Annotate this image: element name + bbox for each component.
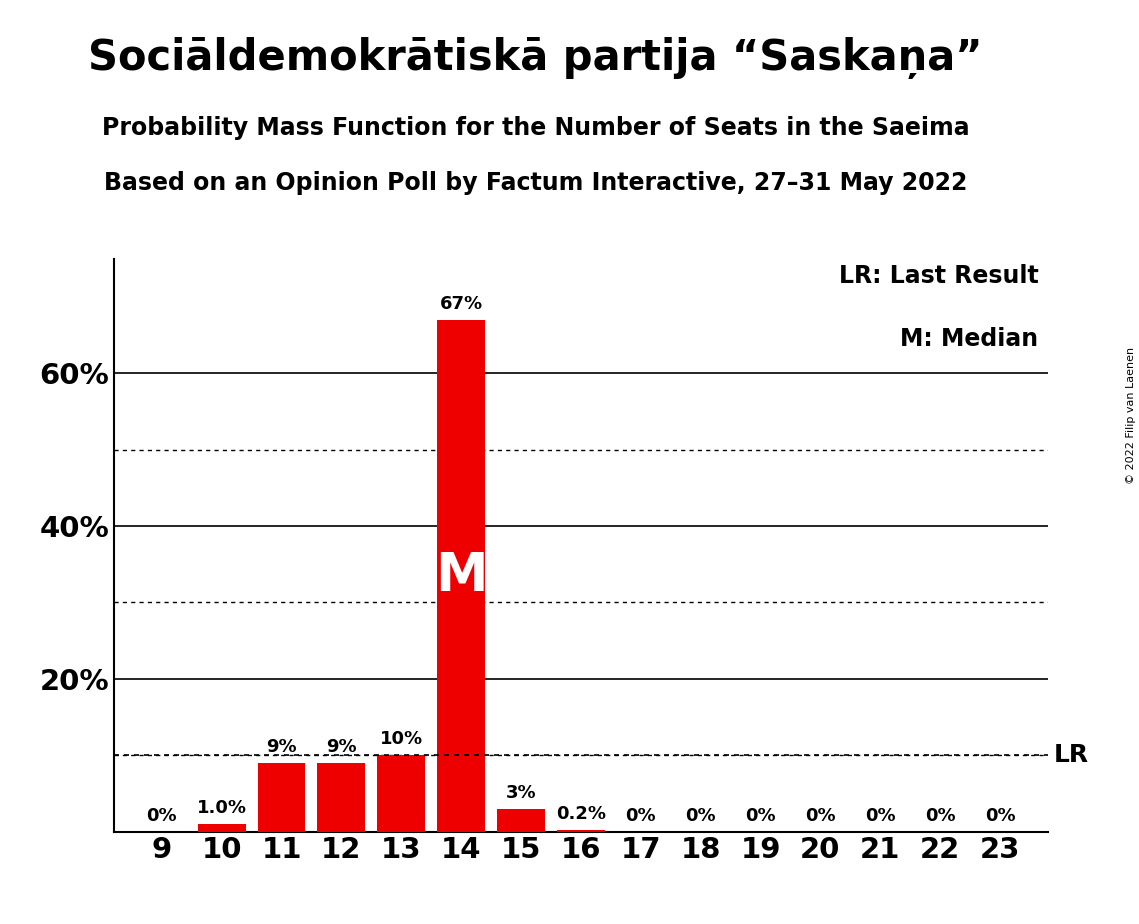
Text: 67%: 67% [440,295,483,313]
Text: 0%: 0% [985,807,1015,825]
Text: Probability Mass Function for the Number of Seats in the Saeima: Probability Mass Function for the Number… [101,116,969,140]
Text: 0.2%: 0.2% [556,805,606,823]
Text: 0%: 0% [805,807,836,825]
Text: 9%: 9% [267,738,297,756]
Text: 1.0%: 1.0% [197,799,247,817]
Bar [497,808,544,832]
Bar [318,763,366,832]
Text: 0%: 0% [625,807,656,825]
Bar [377,755,425,832]
Text: Based on an Opinion Poll by Factum Interactive, 27–31 May 2022: Based on an Opinion Poll by Factum Inter… [104,171,967,195]
Text: M: M [435,550,487,602]
Bar [557,830,605,832]
Text: 10%: 10% [379,730,423,748]
Text: Sociāldemokrātiskā partija “Saskaņa”: Sociāldemokrātiskā partija “Saskaņa” [88,37,983,79]
Text: 0%: 0% [865,807,895,825]
Bar [198,824,246,832]
Text: 3%: 3% [506,784,536,802]
Text: 9%: 9% [326,738,357,756]
Bar [437,320,485,832]
Text: LR: LR [1054,743,1089,767]
Text: 0%: 0% [686,807,716,825]
Text: LR: Last Result: LR: Last Result [838,264,1039,288]
Text: 0%: 0% [147,807,177,825]
Bar [257,763,305,832]
Text: 0%: 0% [925,807,956,825]
Text: © 2022 Filip van Laenen: © 2022 Filip van Laenen [1126,347,1136,484]
Text: M: Median: M: Median [901,327,1039,351]
Text: 0%: 0% [745,807,776,825]
